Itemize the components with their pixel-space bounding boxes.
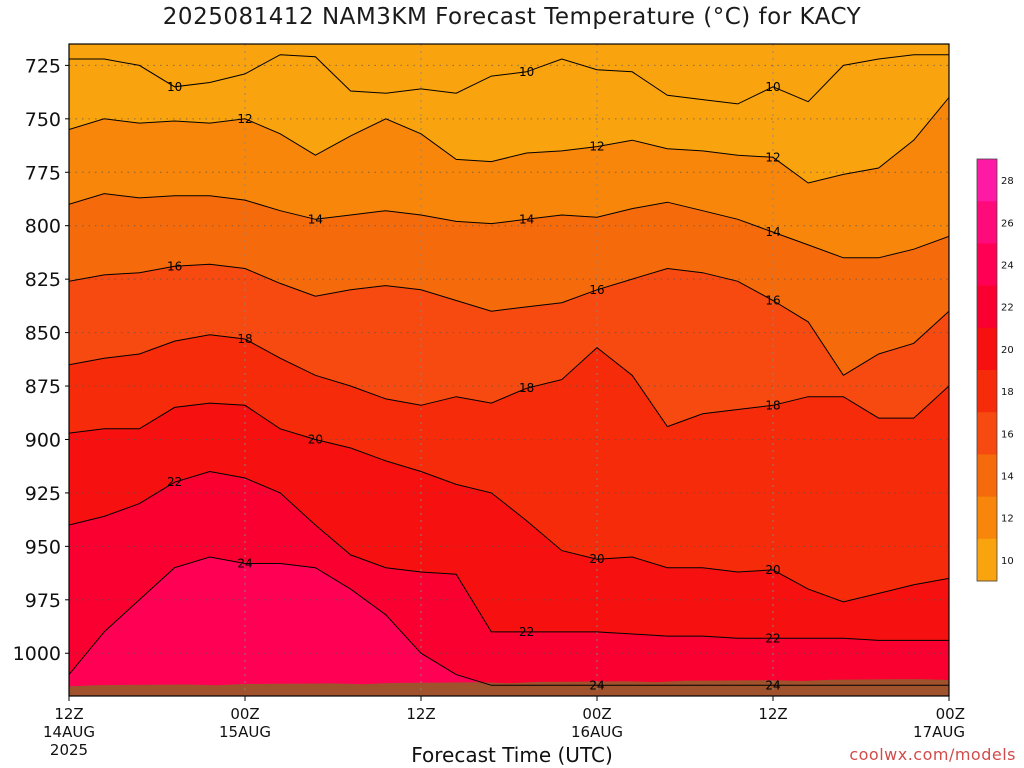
colorbar-swatch-18 bbox=[977, 370, 997, 413]
colorbar-swatch-20 bbox=[977, 327, 997, 371]
contour-label-22: 22 bbox=[765, 631, 780, 645]
contour-label-14: 14 bbox=[308, 212, 323, 226]
contour-label-10: 10 bbox=[765, 80, 780, 94]
x-tick-label: 12Z bbox=[758, 705, 787, 723]
x-tick-label: 15AUG bbox=[219, 723, 271, 741]
x-tick-label: 14AUG bbox=[43, 723, 95, 741]
contour-label-layer: 10 10 10 12 12 12 14 14 14 16 16 16 18 18 18 20 20 20 22 22… bbox=[167, 65, 781, 693]
colorbar-frame bbox=[976, 158, 998, 582]
colorbar-swatch-16 bbox=[977, 412, 997, 455]
contour-label-10: 10 bbox=[167, 80, 182, 94]
colorbar-swatch-26 bbox=[977, 201, 997, 244]
contour-line-22 bbox=[69, 470, 949, 641]
y-tick-label: 950 bbox=[25, 536, 61, 558]
contour-label-24: 24 bbox=[237, 556, 252, 570]
x-tick-label: 16AUG bbox=[571, 723, 623, 741]
colorbar-label: 12 bbox=[1001, 514, 1014, 525]
contour-label-18: 18 bbox=[237, 332, 252, 346]
colorbar-swatch-22 bbox=[977, 285, 997, 329]
colorbar-swatch-28 bbox=[977, 159, 997, 202]
x-tick-label: 00Z bbox=[582, 705, 611, 723]
colorbar-label: 16 bbox=[1001, 429, 1014, 440]
colorbar-swatch-24 bbox=[977, 243, 997, 287]
x-tick-label: 17AUG bbox=[913, 723, 965, 741]
contour-label-14: 14 bbox=[765, 225, 780, 239]
colorbar-label: 24 bbox=[1001, 261, 1014, 272]
contour-line-14 bbox=[69, 193, 949, 259]
y-tick-label: 775 bbox=[25, 162, 61, 184]
y-tick-label: 825 bbox=[25, 269, 61, 291]
colorbar-label: 26 bbox=[1001, 218, 1014, 229]
y-tick-label: 975 bbox=[25, 590, 61, 612]
contour-label-18: 18 bbox=[519, 381, 534, 395]
contour-line-12 bbox=[69, 97, 949, 184]
y-tick-label: 725 bbox=[25, 55, 61, 77]
contour-line-10 bbox=[69, 54, 949, 105]
contour-label-16: 16 bbox=[167, 259, 182, 273]
y-axis: 725 750 775 800 825 850 875 900 925 950 975 1000 bbox=[13, 55, 69, 665]
contour-label-22: 22 bbox=[167, 475, 182, 489]
contour-line-24 bbox=[69, 556, 949, 686]
plot-frame bbox=[68, 43, 950, 697]
contour-label-16: 16 bbox=[765, 294, 780, 308]
contour-line-16 bbox=[69, 263, 949, 376]
colorbar-label: 22 bbox=[1001, 303, 1014, 314]
terrain-fill bbox=[69, 679, 949, 696]
colorbar-label: 28 bbox=[1001, 176, 1014, 187]
y-tick-label: 925 bbox=[25, 483, 61, 505]
y-tick-label: 750 bbox=[25, 109, 61, 131]
contour-label-16: 16 bbox=[589, 283, 604, 297]
credit-link[interactable]: coolwx.com/models bbox=[849, 745, 1016, 764]
colorbar-label: 14 bbox=[1001, 472, 1014, 483]
contour-label-12: 12 bbox=[237, 112, 252, 126]
colorbar-swatch-10 bbox=[977, 538, 997, 582]
contour-label-10: 10 bbox=[519, 65, 534, 79]
colorbar-label: 20 bbox=[1001, 345, 1014, 356]
contour-label-20: 20 bbox=[765, 563, 780, 577]
contour-label-24: 24 bbox=[765, 678, 780, 692]
contour-line-18 bbox=[69, 334, 949, 428]
contour-label-24: 24 bbox=[589, 678, 604, 692]
colorbar: 28 26 24 22 20 18 16 14 12 10 bbox=[976, 158, 1014, 582]
colorbar-label: 10 bbox=[1001, 556, 1014, 567]
contour-label-22: 22 bbox=[519, 625, 534, 639]
x-tick-label: 2025 bbox=[50, 741, 88, 759]
contour-line-20 bbox=[69, 402, 949, 603]
y-tick-label: 800 bbox=[25, 216, 61, 238]
contour-label-18: 18 bbox=[765, 398, 780, 412]
y-tick-label: 875 bbox=[25, 376, 61, 398]
contour-line-layer bbox=[69, 54, 949, 686]
x-axis-label: Forecast Time (UTC) bbox=[411, 743, 613, 767]
x-tick-label: 12Z bbox=[406, 705, 435, 723]
colorbar-label: 18 bbox=[1001, 387, 1014, 398]
y-tick-label: 900 bbox=[25, 429, 61, 451]
x-tick-label: 12Z bbox=[54, 705, 83, 723]
contour-label-14: 14 bbox=[519, 212, 534, 226]
colorbar-swatch-14 bbox=[977, 454, 997, 498]
fill-band-24 bbox=[69, 557, 949, 696]
x-tick-label: 00Z bbox=[936, 705, 965, 723]
contour-label-12: 12 bbox=[589, 140, 604, 154]
colorbar-swatch-12 bbox=[977, 496, 997, 540]
contour-label-20: 20 bbox=[308, 432, 323, 446]
contour-label-20: 20 bbox=[589, 552, 604, 566]
contour-label-12: 12 bbox=[765, 150, 780, 164]
chart-title: 2025081412 NAM3KM Forecast Temperature (… bbox=[162, 4, 862, 30]
x-tick-label: 00Z bbox=[230, 705, 259, 723]
y-tick-label: 850 bbox=[25, 323, 61, 345]
contour-fill-layer bbox=[69, 44, 949, 696]
y-tick-label: 1000 bbox=[13, 643, 61, 665]
